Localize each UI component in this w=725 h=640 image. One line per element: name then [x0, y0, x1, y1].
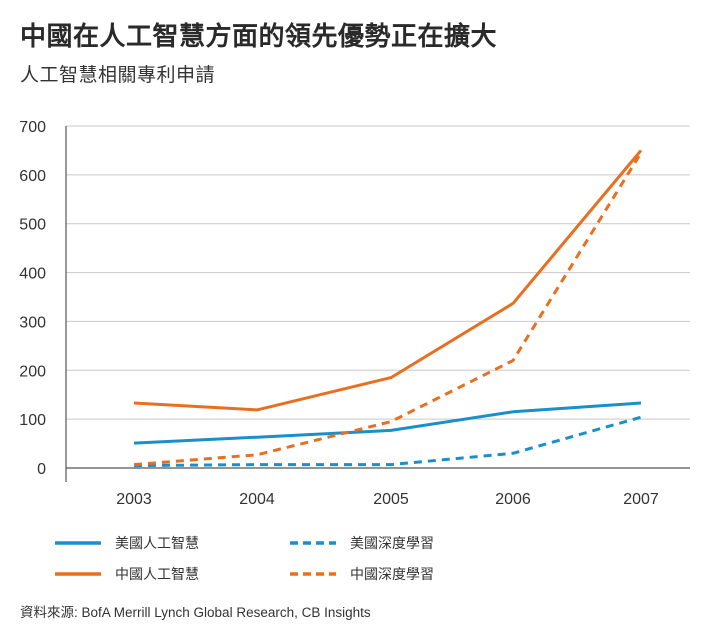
y-tick-label: 700 — [19, 119, 46, 136]
chart-subtitle: 人工智慧相關專利申請 — [20, 64, 216, 86]
y-tick-label: 300 — [19, 314, 46, 331]
x-tick-label: 2007 — [623, 491, 659, 508]
x-tick-label: 2004 — [239, 491, 275, 508]
legend-label: 美國深度學習 — [350, 536, 434, 552]
legend-label: 中國深度學習 — [350, 567, 434, 583]
x-tick-label: 2006 — [495, 491, 531, 508]
x-tick-label: 2003 — [116, 491, 152, 508]
series-line-3 — [133, 152, 643, 467]
chart-title: 中國在人工智慧方面的領先優勢正在擴大 — [20, 22, 498, 52]
y-tick-label: 500 — [19, 217, 46, 234]
series-line-2 — [133, 415, 642, 468]
y-tick-label: 200 — [19, 363, 46, 380]
y-tick-label: 400 — [19, 266, 46, 283]
y-tick-label: 0 — [37, 461, 46, 478]
source-note: 資料來源: BofA Merrill Lynch Global Research… — [20, 605, 371, 620]
x-tick-label: 2005 — [373, 491, 409, 508]
series-line-1 — [133, 149, 643, 412]
y-tick-label: 100 — [19, 412, 46, 429]
legend-label: 中國人工智慧 — [115, 567, 199, 583]
legend-label: 美國人工智慧 — [115, 536, 199, 552]
series-line-0 — [133, 401, 642, 445]
y-tick-label: 600 — [19, 168, 46, 185]
